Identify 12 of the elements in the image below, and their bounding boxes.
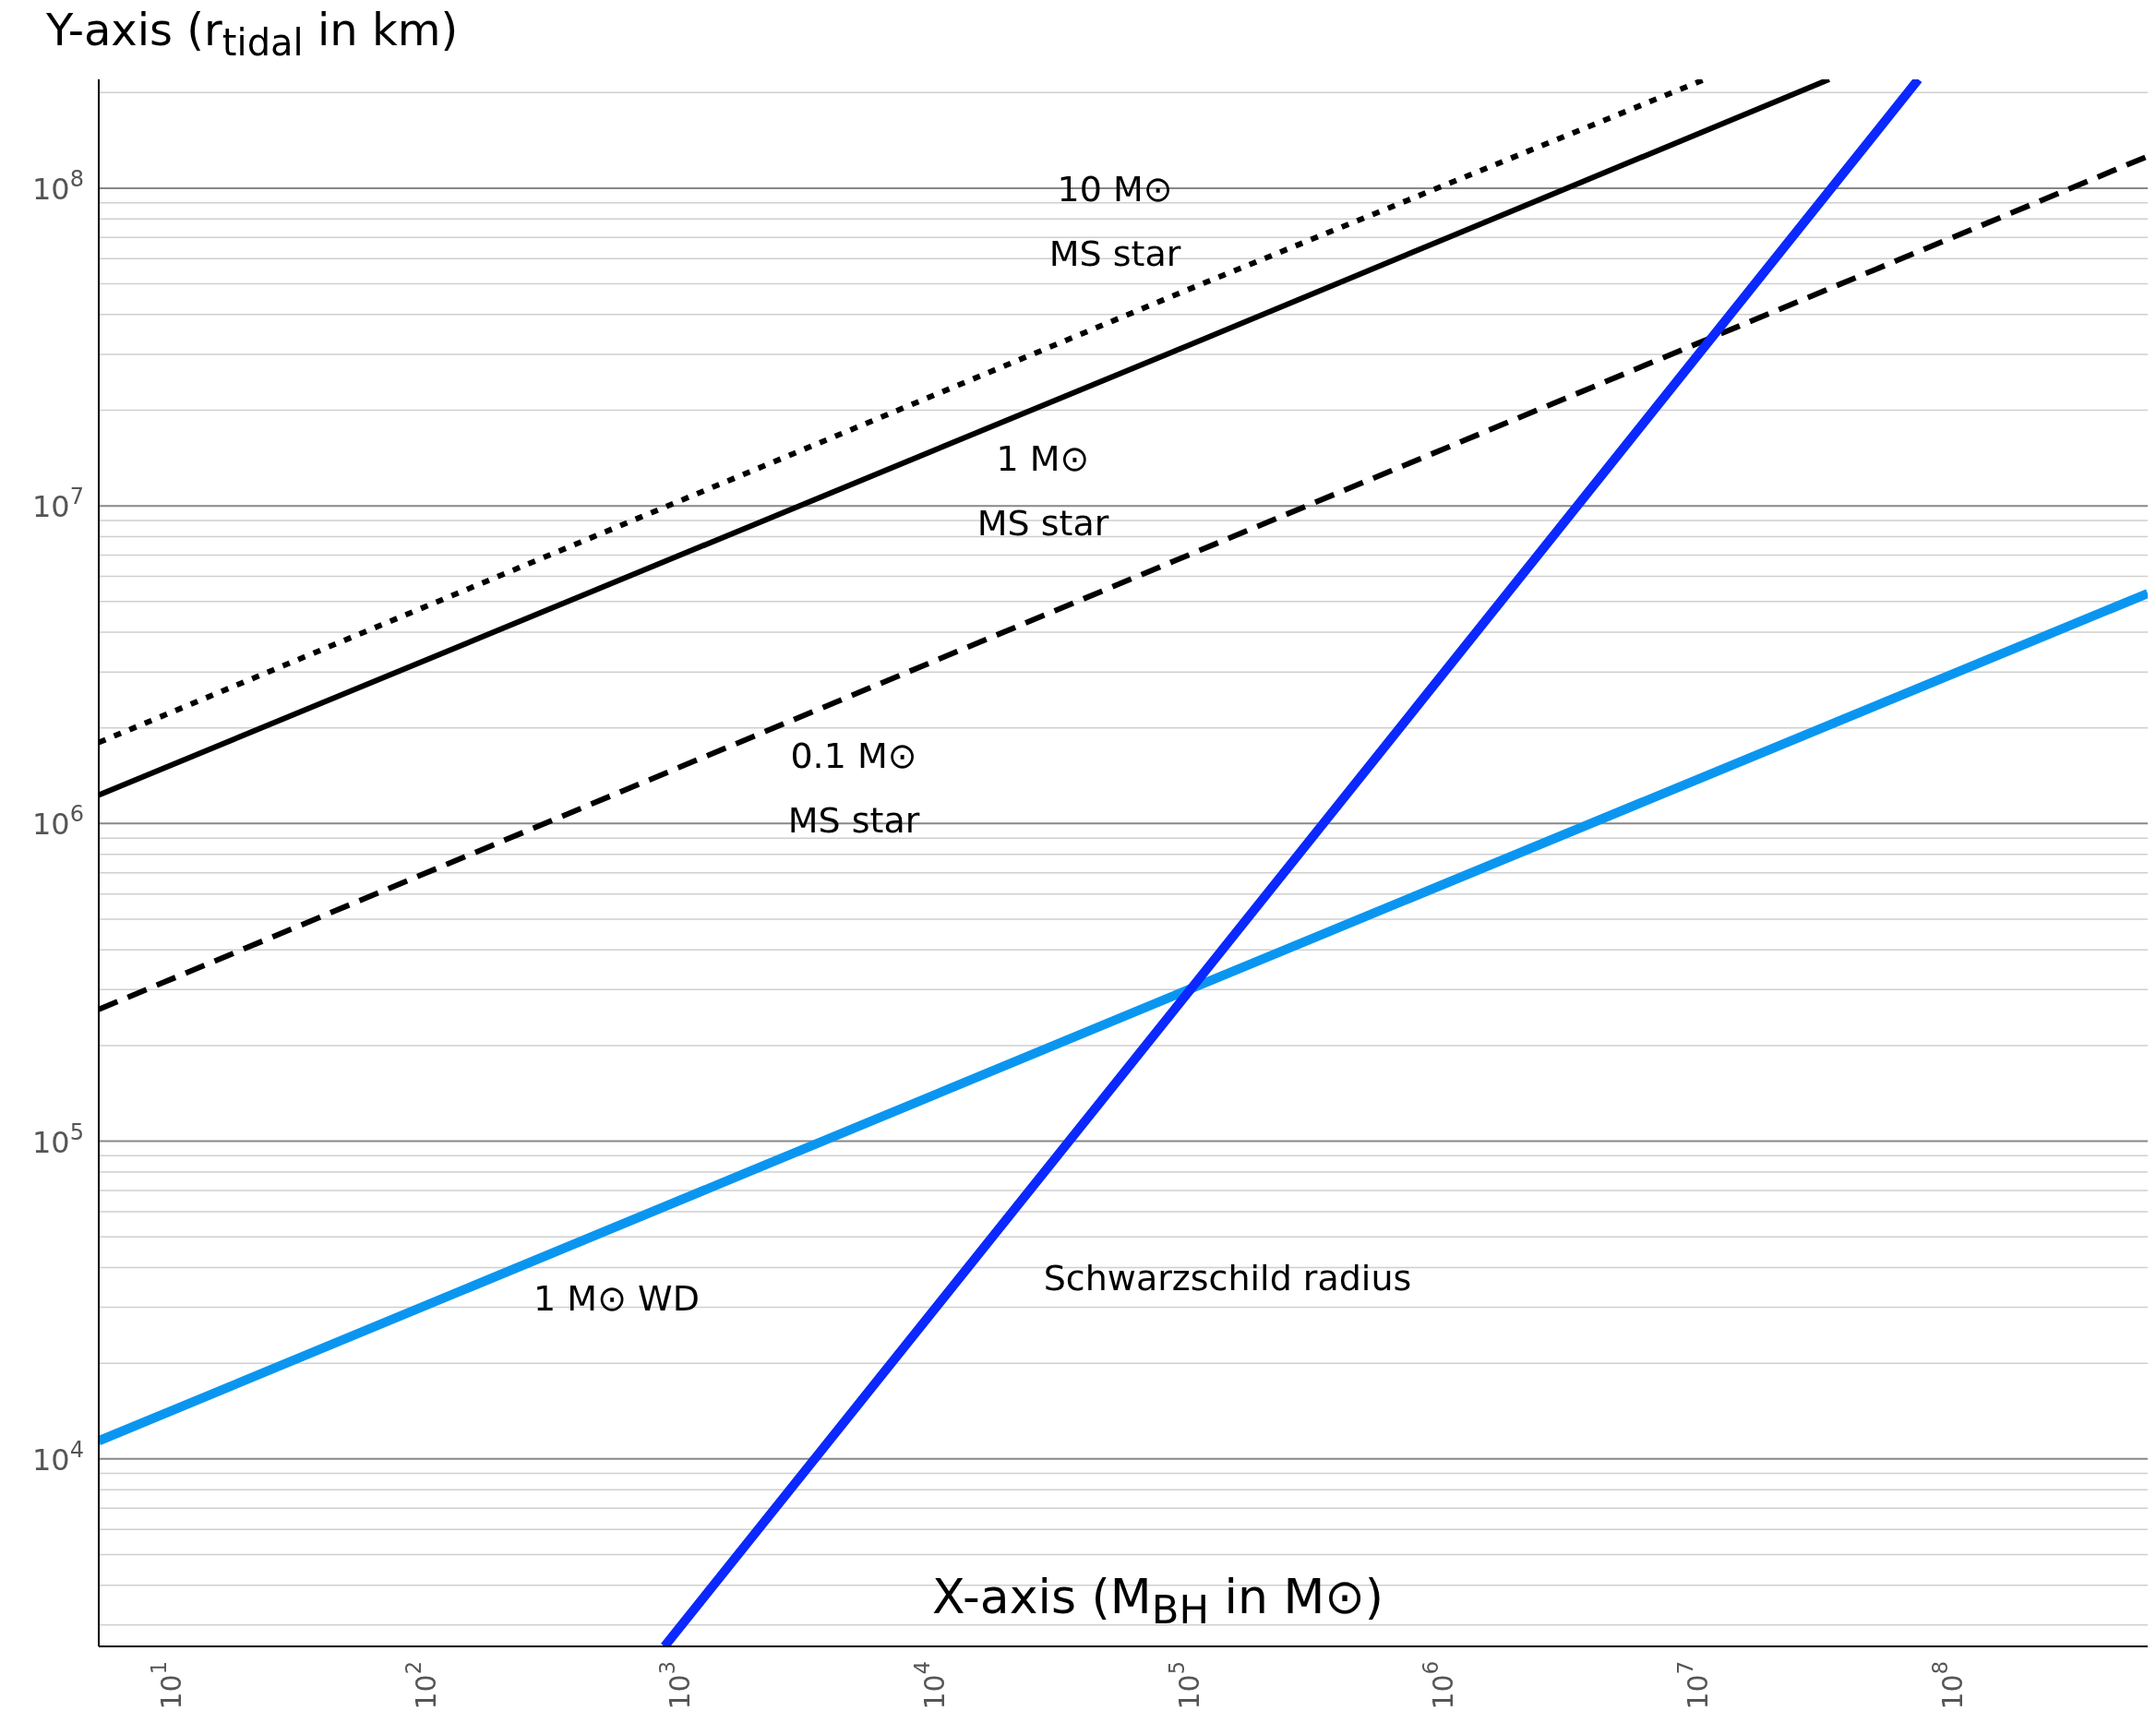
series-label: 0.1 M⊙ MS star (787, 736, 920, 841)
y-tick-label: 10$^{7}$ (32, 484, 84, 525)
y-tick-label: 10$^{4}$ (32, 1436, 84, 1478)
y-tick-label: 10$^{5}$ (32, 1119, 84, 1160)
y-axis-title: Y-axis (r$_{tidal}$ in km) (46, 4, 459, 64)
x-axis-title: X-axis (M$_{BH}$ in M⊙) (932, 1569, 1384, 1633)
series-label: 1 M⊙ WD (533, 1278, 700, 1319)
y-tick-label: 10$^{6}$ (32, 801, 84, 843)
y-tick-label: 10$^{8}$ (32, 165, 84, 207)
series-label: 10 M⊙ MS star (1048, 169, 1181, 274)
series-label: Schwarzschild radius (1043, 1258, 1412, 1298)
series-label: 1 M⊙ MS star (976, 438, 1109, 544)
